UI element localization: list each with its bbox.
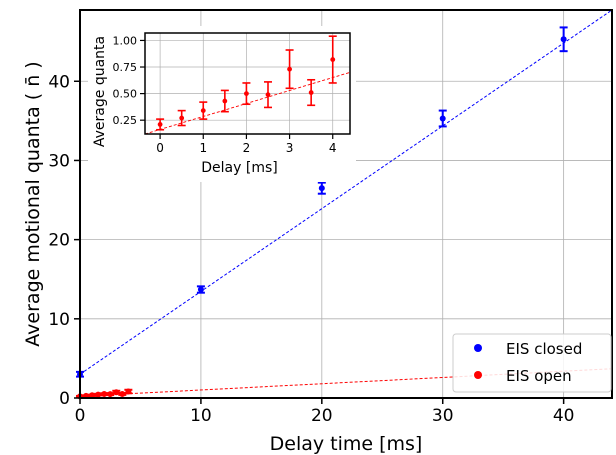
- main-data-point: [101, 391, 108, 398]
- legend-label: EIS open: [506, 367, 572, 385]
- main-x-tick-label: 10: [190, 406, 212, 426]
- main-fit-line-series-0: [79, 9, 613, 375]
- main-x-tick-label: 30: [432, 406, 454, 426]
- legend-entry: EIS closed: [474, 340, 582, 358]
- main-y-tick-label: 30: [48, 151, 70, 171]
- inset-data-point: [308, 90, 314, 95]
- main-plot-frame: [79, 9, 613, 399]
- inset-data-point: [265, 92, 271, 98]
- legend-marker: [474, 344, 482, 352]
- main-data-point: [89, 392, 96, 399]
- inset-ticks: 0 1 2 3 4 0.25 0.50 0.75 1.00: [113, 34, 337, 155]
- inset-data-point: [330, 57, 336, 62]
- main-fit-line-series-1: [79, 368, 613, 397]
- inset-x-tick-label: 2: [243, 141, 251, 155]
- inset-fit-line-series-0: [144, 71, 351, 135]
- main-fit-lines: [79, 9, 613, 397]
- inset-data-points: [156, 35, 337, 131]
- main-y-tick-label: 40: [48, 72, 70, 92]
- inset-x-tick-label: 0: [156, 141, 164, 155]
- inset-x-axis-label: Delay [ms]: [201, 160, 277, 176]
- main-data-point: [107, 391, 114, 398]
- main-x-tick-label: 20: [311, 406, 333, 426]
- legend-marker: [474, 371, 482, 379]
- inset-x-tick-label: 3: [286, 141, 294, 155]
- inset-x-tick-label: 4: [329, 141, 337, 155]
- inset-data-point: [200, 108, 206, 114]
- main-data-point: [439, 115, 446, 122]
- main-data-point: [113, 389, 120, 396]
- main-x-tick-label: 40: [553, 406, 575, 426]
- inset-background: [88, 26, 356, 182]
- main-y-tick-label: 10: [48, 310, 70, 330]
- legend: EIS closed EIS open: [452, 333, 612, 393]
- inset-fit-line: [144, 71, 351, 135]
- inset-chart: 0 1 2 3 4 0.25 0.50 0.75 1.00 Delay [ms] Average…: [88, 26, 356, 182]
- inset-x-tick-label: 1: [199, 141, 207, 155]
- main-data-point: [125, 388, 132, 395]
- main-y-tick-label: 0: [59, 389, 70, 409]
- main-data-point: [197, 286, 204, 293]
- legend-entry: EIS open: [474, 367, 572, 385]
- inset-y-tick-label: 1.00: [113, 34, 138, 47]
- main-x-tick-label: 0: [75, 406, 86, 426]
- inset-data-point: [244, 91, 249, 96]
- inset-data-point: [222, 98, 228, 104]
- legend-box: [452, 333, 612, 393]
- main-data-point: [119, 390, 126, 397]
- legend-label: EIS closed: [506, 340, 582, 358]
- inset-y-tick-label: 0.25: [113, 114, 138, 127]
- main-data-point: [560, 36, 567, 43]
- inset-y-tick-label: 0.75: [113, 61, 138, 74]
- main-y-tick-label: 20: [48, 231, 70, 251]
- inset-y-tick-label: 0.50: [113, 88, 138, 101]
- main-y-axis-label: Average motional quanta ( n̄ ): [22, 61, 44, 346]
- inset-plot-frame: [144, 32, 351, 135]
- inset-data-point: [287, 66, 292, 72]
- main-data-point: [95, 391, 102, 398]
- inset-y-axis-label: Average quanta: [92, 36, 108, 147]
- inset-data-point: [179, 115, 185, 121]
- inset-data-point: [157, 122, 163, 127]
- main-data-point: [318, 185, 325, 192]
- main-x-axis-label: Delay time [ms]: [270, 433, 423, 455]
